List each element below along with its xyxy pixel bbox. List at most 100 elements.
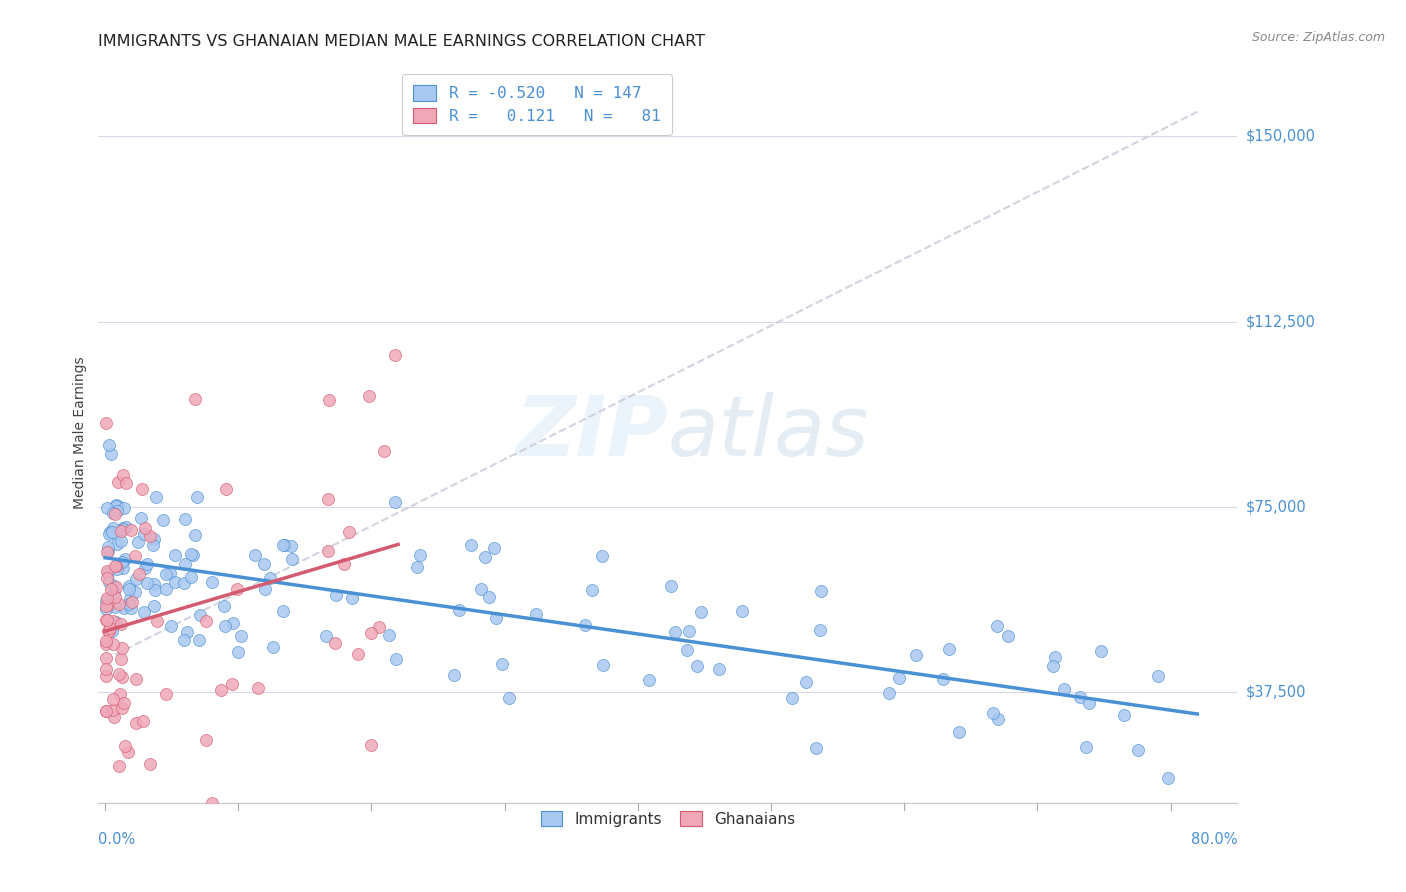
Point [1147, 669, 1170, 683]
Point [184, 528, 207, 542]
Point [96, 591, 118, 605]
Point [101, 624, 124, 638]
Point [110, 670, 132, 684]
Point [1078, 696, 1101, 710]
Point [134, 561, 156, 575]
Point [209, 682, 232, 697]
Point [117, 597, 139, 611]
Point [176, 625, 198, 640]
Point [96, 416, 118, 430]
Y-axis label: Median Male Earnings: Median Male Earnings [73, 356, 87, 509]
Text: $37,500: $37,500 [1246, 684, 1306, 699]
Point [112, 600, 135, 615]
Point [188, 633, 211, 648]
Point [96, 633, 118, 648]
Point [1114, 708, 1136, 723]
Point [101, 521, 124, 535]
Point [315, 629, 337, 643]
Point [104, 507, 127, 521]
Point [449, 603, 471, 617]
Point [132, 605, 155, 619]
Point [96, 669, 118, 683]
Point [107, 759, 129, 773]
Point [810, 584, 832, 599]
Point [155, 566, 177, 581]
Text: ZIP: ZIP [515, 392, 668, 473]
Point [101, 506, 124, 520]
Point [780, 690, 803, 705]
Point [107, 475, 129, 489]
Point [165, 548, 187, 562]
Point [987, 712, 1010, 726]
Point [690, 605, 713, 619]
Point [134, 521, 156, 535]
Point [591, 549, 613, 563]
Point [316, 491, 339, 506]
Point [889, 672, 911, 686]
Text: $112,500: $112,500 [1246, 314, 1316, 329]
Point [221, 677, 243, 691]
Point [247, 681, 270, 695]
Point [96, 541, 118, 555]
Point [115, 475, 138, 490]
Point [574, 618, 596, 632]
Point [1157, 771, 1180, 785]
Point [485, 611, 508, 625]
Point [131, 511, 153, 525]
Point [134, 527, 156, 541]
Point [96, 613, 118, 627]
Point [173, 511, 195, 525]
Point [581, 582, 603, 597]
Point [139, 529, 162, 543]
Point [101, 703, 124, 717]
Point [201, 796, 224, 810]
Point [730, 603, 752, 617]
Point [100, 447, 122, 461]
Point [96, 602, 118, 616]
Point [1042, 659, 1064, 673]
Point [125, 673, 148, 687]
Point [118, 582, 141, 597]
Point [948, 725, 970, 739]
Text: atlas: atlas [668, 392, 869, 473]
Point [360, 739, 382, 753]
Point [384, 494, 406, 508]
Point [997, 629, 1019, 643]
Point [443, 668, 465, 682]
Point [110, 533, 132, 548]
Point [664, 624, 686, 639]
Point [120, 591, 142, 606]
Point [114, 739, 136, 753]
Point [214, 482, 236, 496]
Point [104, 558, 127, 573]
Point [214, 618, 236, 632]
Point [1053, 681, 1076, 696]
Point [96, 637, 118, 651]
Point [152, 513, 174, 527]
Point [142, 577, 165, 591]
Point [96, 564, 118, 578]
Point [638, 673, 661, 688]
Point [155, 686, 177, 700]
Point [337, 525, 360, 540]
Point [932, 673, 955, 687]
Point [145, 491, 167, 505]
Point [143, 583, 166, 598]
Point [173, 632, 195, 647]
Point [124, 585, 146, 599]
Point [524, 607, 547, 621]
Point [243, 548, 266, 562]
Point [110, 524, 132, 538]
Point [105, 537, 128, 551]
Point [271, 538, 294, 552]
Point [96, 662, 118, 676]
Point [98, 526, 121, 541]
Point [173, 557, 195, 571]
Point [357, 389, 380, 403]
Point [100, 525, 122, 540]
Point [96, 613, 118, 627]
Point [108, 597, 131, 611]
Point [97, 624, 120, 638]
Point [98, 438, 121, 452]
Point [146, 615, 169, 629]
